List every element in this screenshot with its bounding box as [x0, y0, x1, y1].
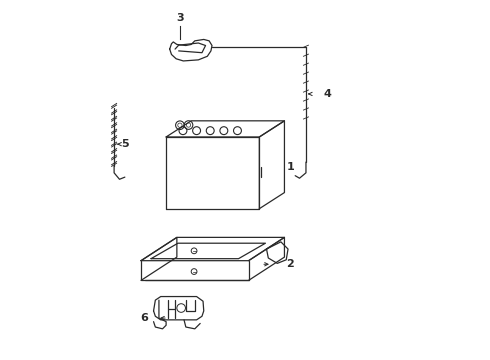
Text: 3: 3: [176, 13, 184, 23]
Text: 4: 4: [324, 89, 332, 99]
Text: 5: 5: [121, 139, 128, 149]
Text: 6: 6: [140, 313, 148, 323]
Text: 2: 2: [286, 259, 294, 269]
Text: 1: 1: [286, 162, 294, 172]
